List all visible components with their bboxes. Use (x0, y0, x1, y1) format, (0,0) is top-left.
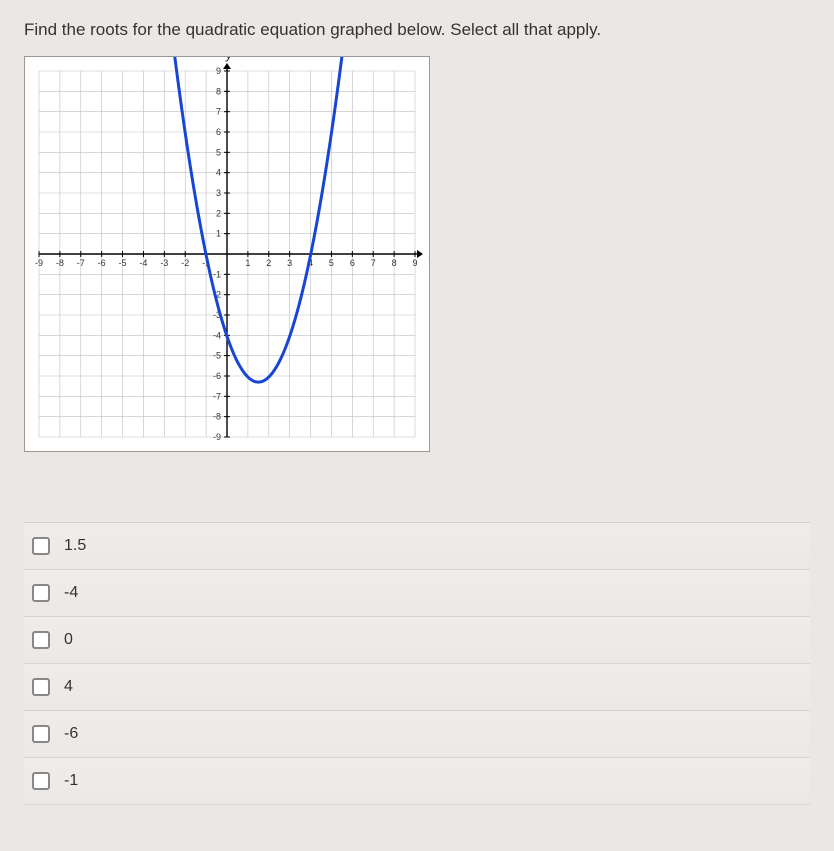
svg-text:x: x (428, 247, 429, 261)
svg-text:-2: -2 (181, 258, 189, 268)
svg-text:-8: -8 (56, 258, 64, 268)
svg-text:-9: -9 (213, 432, 221, 442)
svg-text:-4: -4 (139, 258, 147, 268)
checkbox[interactable] (32, 678, 50, 696)
graph-svg: -9-8-7-6-5-4-3-2-1123456789-9-8-7-6-5-4-… (25, 57, 429, 451)
option-row[interactable]: -4 (24, 570, 810, 617)
option-row[interactable]: -1 (24, 758, 810, 805)
svg-text:-3: -3 (160, 258, 168, 268)
checkbox[interactable] (32, 725, 50, 743)
svg-text:4: 4 (216, 168, 221, 178)
option-label: 4 (64, 678, 73, 696)
checkbox[interactable] (32, 537, 50, 555)
svg-text:8: 8 (216, 86, 221, 96)
svg-text:-6: -6 (213, 371, 221, 381)
checkbox[interactable] (32, 631, 50, 649)
option-label: -1 (64, 772, 78, 790)
svg-text:9: 9 (412, 258, 417, 268)
svg-text:-4: -4 (213, 330, 221, 340)
graph-container: -9-8-7-6-5-4-3-2-1123456789-9-8-7-6-5-4-… (24, 56, 430, 452)
option-row[interactable]: 0 (24, 617, 810, 664)
svg-text:7: 7 (371, 258, 376, 268)
svg-text:-1: -1 (213, 269, 221, 279)
svg-text:-7: -7 (77, 258, 85, 268)
option-label: 0 (64, 631, 73, 649)
svg-text:y: y (225, 57, 233, 62)
svg-text:3: 3 (216, 188, 221, 198)
svg-text:3: 3 (287, 258, 292, 268)
option-label: -6 (64, 725, 78, 743)
svg-text:9: 9 (216, 66, 221, 76)
option-row[interactable]: 4 (24, 664, 810, 711)
svg-text:-5: -5 (213, 351, 221, 361)
svg-text:-7: -7 (213, 391, 221, 401)
svg-text:-6: -6 (98, 258, 106, 268)
svg-text:6: 6 (350, 258, 355, 268)
svg-text:5: 5 (216, 147, 221, 157)
svg-text:1: 1 (245, 258, 250, 268)
svg-text:-9: -9 (35, 258, 43, 268)
svg-text:7: 7 (216, 107, 221, 117)
svg-text:2: 2 (266, 258, 271, 268)
options-list: 1.5 -4 0 4 -6 -1 (24, 522, 810, 805)
svg-text:2: 2 (216, 208, 221, 218)
checkbox[interactable] (32, 584, 50, 602)
svg-text:5: 5 (329, 258, 334, 268)
svg-text:-5: -5 (119, 258, 127, 268)
svg-text:-8: -8 (213, 412, 221, 422)
svg-text:8: 8 (392, 258, 397, 268)
svg-text:1: 1 (216, 229, 221, 239)
option-label: 1.5 (64, 537, 86, 555)
checkbox[interactable] (32, 772, 50, 790)
option-row[interactable]: -6 (24, 711, 810, 758)
svg-text:6: 6 (216, 127, 221, 137)
option-label: -4 (64, 584, 78, 602)
option-row[interactable]: 1.5 (24, 522, 810, 570)
question-text: Find the roots for the quadratic equatio… (24, 20, 810, 40)
